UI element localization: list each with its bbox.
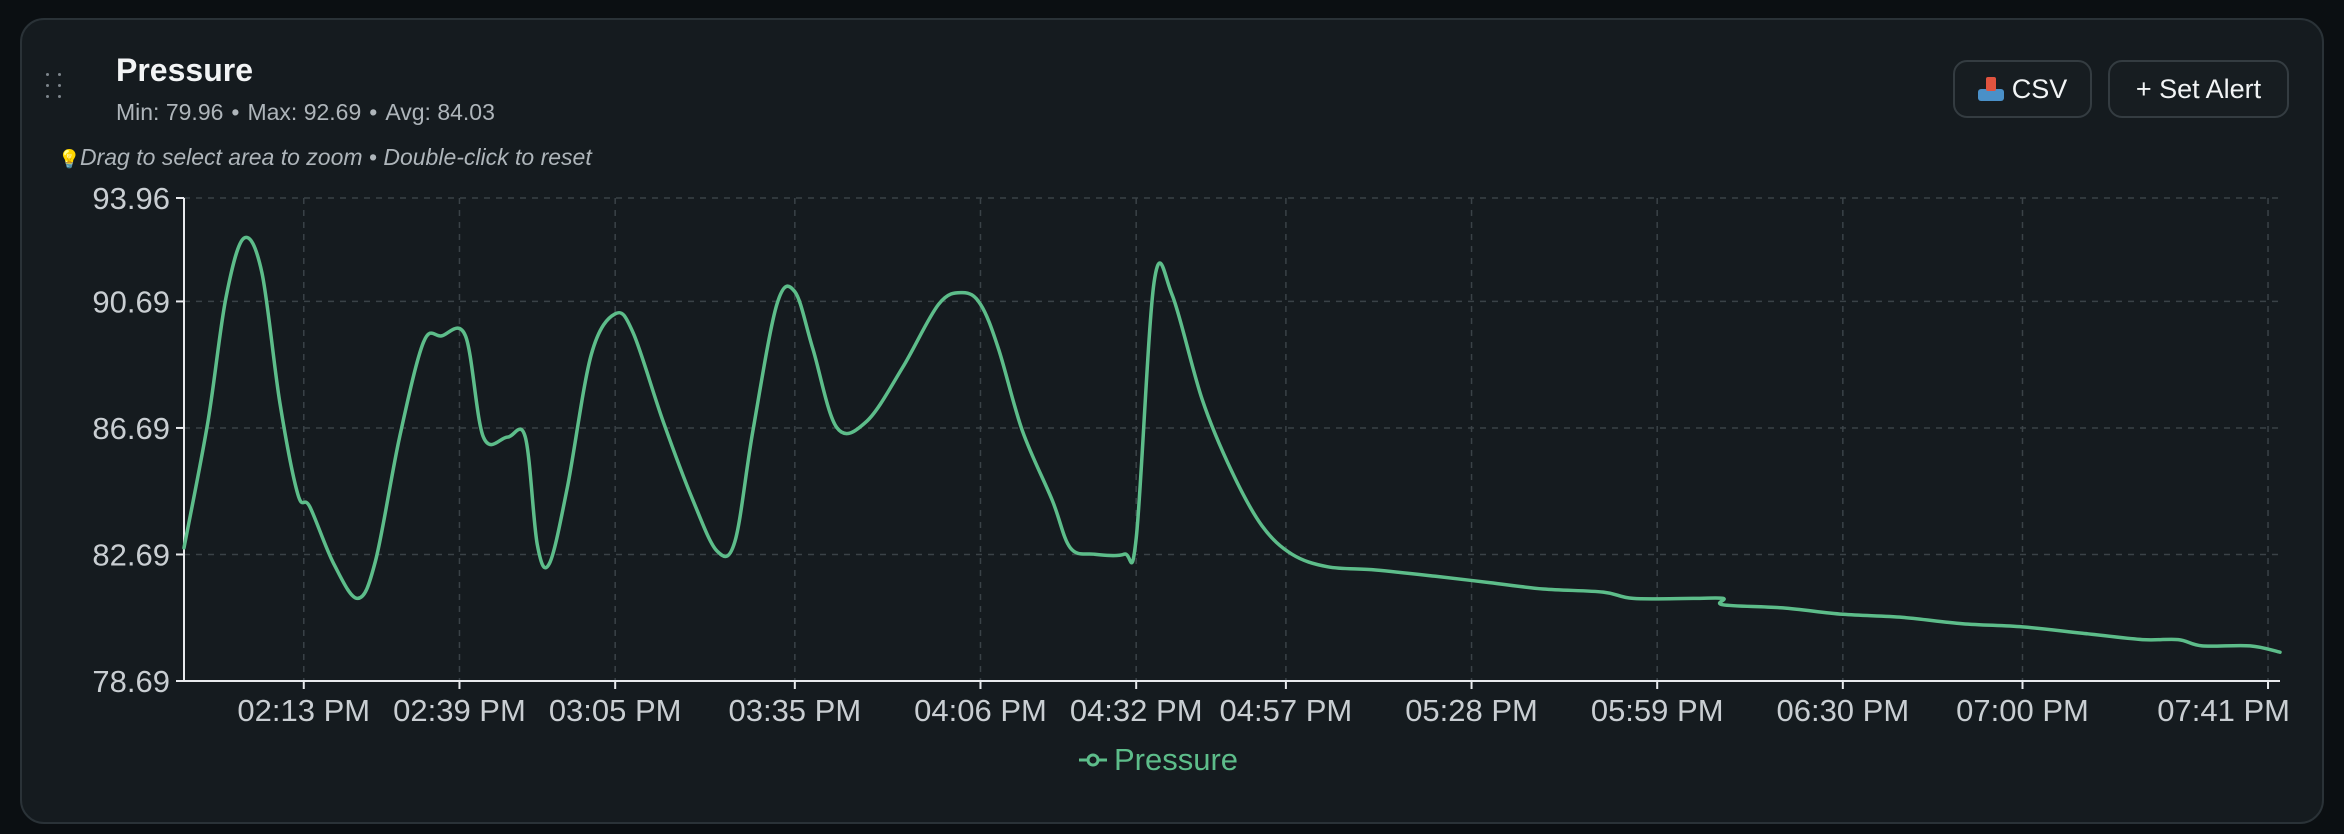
zoom-hint: 💡Drag to select area to zoom • Double-cl… bbox=[58, 144, 592, 171]
y-tick-label: 78.69 bbox=[92, 664, 170, 699]
stat-avg: Avg: 84.03 bbox=[385, 99, 495, 125]
x-tick-label: 04:06 PM bbox=[914, 693, 1047, 728]
stat-separator: • bbox=[231, 99, 240, 125]
x-tick-label: 07:00 PM bbox=[1956, 693, 2089, 728]
light-bulb-icon: 💡 bbox=[58, 149, 81, 169]
legend-label: Pressure bbox=[1114, 742, 1239, 777]
zoom-hint-text: Drag to select area to zoom • Double-cli… bbox=[80, 144, 592, 170]
x-tick-label: 07:41 PM bbox=[2157, 693, 2290, 728]
y-tick-label: 90.69 bbox=[92, 284, 170, 319]
legend-item-pressure[interactable]: Pressure bbox=[1078, 742, 1238, 778]
x-tick-label: 03:05 PM bbox=[549, 693, 682, 728]
set-alert-button[interactable]: + Set Alert bbox=[2108, 60, 2289, 118]
x-tick-label: 03:35 PM bbox=[728, 693, 861, 728]
csv-export-button[interactable]: CSV bbox=[1953, 60, 2092, 118]
x-tick-label: 06:30 PM bbox=[1776, 693, 1909, 728]
x-tick-label: 02:39 PM bbox=[393, 693, 526, 728]
y-tick-label: 93.96 bbox=[92, 181, 170, 216]
chart-stats: Min: 79.96 • Max: 92.69 • Avg: 84.03 bbox=[116, 99, 495, 126]
csv-button-label: CSV bbox=[2011, 73, 2068, 104]
x-tick-label: 05:28 PM bbox=[1405, 693, 1538, 728]
stat-separator: • bbox=[369, 99, 378, 125]
x-tick-label: 02:13 PM bbox=[237, 693, 370, 728]
x-tick-label: 04:32 PM bbox=[1070, 693, 1203, 728]
set-alert-label: + Set Alert bbox=[2135, 73, 2262, 104]
drag-handle-icon[interactable] bbox=[43, 71, 65, 103]
x-tick-label: 04:57 PM bbox=[1220, 693, 1353, 728]
series-line-pressure bbox=[182, 235, 2282, 654]
line-marker-icon bbox=[1079, 753, 1107, 767]
stat-max: Max: 92.69 bbox=[247, 99, 362, 125]
x-tick-label: 05:59 PM bbox=[1591, 693, 1724, 728]
y-tick-label: 86.69 bbox=[92, 411, 170, 446]
stat-min: Min: 79.96 bbox=[116, 99, 224, 125]
y-tick-label: 82.69 bbox=[92, 537, 170, 572]
chart-title: Pressure bbox=[116, 52, 253, 88]
inbox-tray-icon bbox=[1977, 77, 2004, 101]
